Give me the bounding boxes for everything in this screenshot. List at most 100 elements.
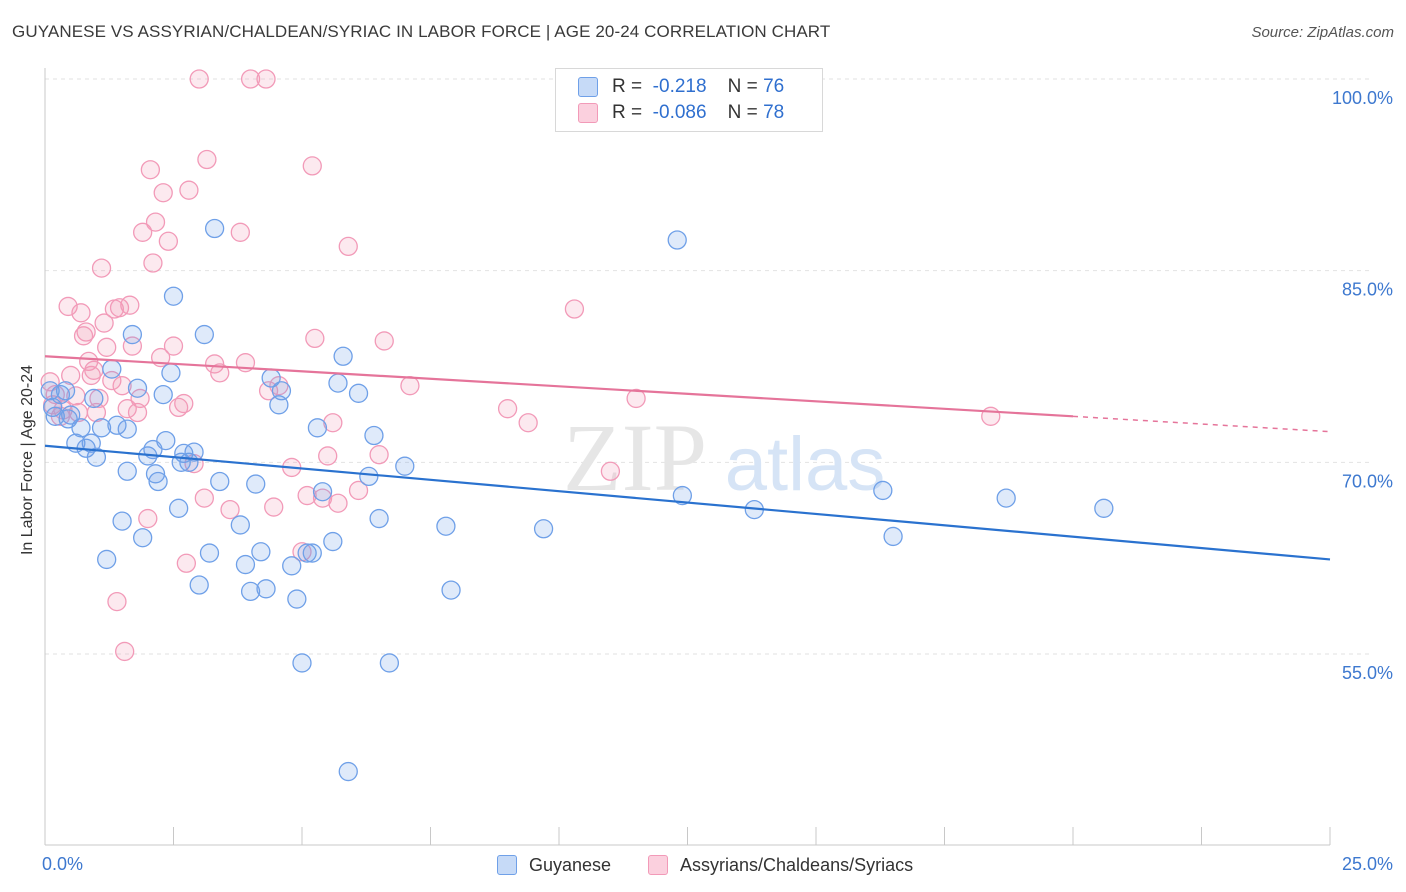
point-guyanese [240, 581, 261, 602]
point-guyanese [287, 589, 307, 609]
point-assyrian [297, 485, 317, 506]
point-guyanese [312, 482, 333, 502]
point-guyanese [230, 515, 250, 535]
point-assyrian [338, 236, 358, 257]
point-assyrian [163, 336, 184, 356]
point-assyrian [127, 402, 148, 423]
point-guyanese [199, 543, 220, 563]
point-guyanese [323, 531, 343, 552]
point-guyanese [161, 363, 181, 383]
point-guyanese [97, 549, 117, 570]
point-assyrian [143, 253, 163, 273]
stats-row-guyanese: R = -0.218 N = 76 [578, 75, 784, 99]
point-assyrian [86, 402, 107, 423]
watermark-atlas: atlas [725, 422, 886, 507]
point-assyrian [138, 508, 158, 529]
point-assyrian [71, 303, 91, 323]
r-label: R = [612, 76, 643, 97]
point-assyrian [518, 413, 538, 433]
point-guyanese [145, 464, 166, 484]
point-assyrian [240, 69, 261, 89]
point-assyrian [115, 641, 135, 662]
point-assyrian [189, 69, 209, 89]
r-value: -0.086 [652, 102, 707, 123]
point-guyanese [86, 447, 107, 467]
point-guyanese [436, 516, 456, 536]
point-assyrian [89, 388, 109, 409]
point-guyanese [282, 556, 302, 576]
point-guyanese [163, 286, 184, 306]
legend-swatch-assyrian [578, 103, 598, 123]
point-assyrian [348, 480, 369, 501]
point-assyrian [179, 180, 199, 200]
point-assyrian [107, 591, 127, 612]
point-guyanese [61, 405, 81, 425]
point-assyrian [122, 336, 143, 356]
point-assyrian [497, 399, 518, 419]
point-assyrian [374, 331, 394, 351]
n-value: 76 [763, 76, 785, 97]
point-assyrian [564, 299, 585, 319]
point-assyrian [174, 393, 194, 414]
r-value: -0.218 [652, 76, 707, 97]
y-tick-label: 55.0% [1342, 663, 1393, 683]
point-guyanese [672, 485, 693, 506]
point-assyrian [318, 446, 338, 466]
legend-item-assyrian: Assyrians/Chaldeans/Syriacs [648, 852, 913, 878]
trendline-guyanese [44, 444, 1331, 561]
point-guyanese [84, 388, 104, 409]
point-assyrian [112, 376, 132, 396]
point-guyanese [117, 419, 137, 439]
point-assyrian [153, 183, 173, 203]
point-assyrian [102, 370, 122, 391]
point-guyanese [1094, 498, 1114, 518]
point-assyrian [133, 222, 153, 242]
point-assyrian [76, 322, 96, 342]
point-assyrian [140, 160, 161, 180]
point-guyanese [102, 359, 122, 379]
point-assyrian [145, 212, 166, 232]
stats-legend: R = -0.218 N = 76 R = -0.086 N = 78 [555, 68, 823, 132]
point-guyanese [883, 526, 903, 547]
point-guyanese [364, 425, 384, 446]
point-assyrian [626, 388, 646, 409]
legend-item-guyanese: Guyanese [497, 852, 611, 878]
point-assyrian [194, 488, 214, 508]
point-assyrian [600, 461, 621, 481]
point-assyrian [120, 295, 140, 315]
point-guyanese [873, 480, 893, 501]
point-guyanese [133, 528, 153, 548]
point-assyrian [84, 360, 104, 380]
trendline-assyrian-extension [1072, 415, 1331, 433]
legend-label-assyrian: Assyrians/Chaldeans/Syriacs [680, 854, 914, 875]
point-guyanese [40, 381, 60, 401]
stats-row-assyrian: R = -0.086 N = 78 [578, 101, 784, 125]
chart-source: Source: ZipAtlas.com [1251, 24, 1394, 41]
y-tick-label: 85.0% [1342, 280, 1393, 300]
trendline-assyrian [44, 355, 1074, 418]
point-assyrian [323, 413, 343, 433]
point-guyanese [168, 498, 189, 518]
point-assyrian [197, 149, 217, 170]
point-assyrian [210, 363, 230, 383]
x-tick-label: 0.0% [42, 854, 83, 874]
point-guyanese [307, 418, 328, 438]
point-guyanese [194, 324, 214, 345]
point-guyanese [338, 761, 358, 782]
legend-swatch-guyanese [578, 77, 598, 97]
point-guyanese [156, 430, 176, 451]
point-guyanese [292, 653, 312, 673]
point-guyanese [153, 384, 173, 405]
point-assyrian [204, 354, 225, 374]
point-guyanese [204, 218, 225, 239]
point-guyanese [369, 508, 389, 529]
point-assyrian [369, 445, 389, 465]
point-assyrian [97, 337, 117, 357]
point-guyanese [184, 442, 204, 462]
point-guyanese [117, 461, 137, 481]
point-guyanese [379, 653, 400, 673]
point-guyanese [112, 511, 132, 531]
point-guyanese [269, 395, 289, 415]
legend-swatch-guyanese [497, 855, 517, 875]
